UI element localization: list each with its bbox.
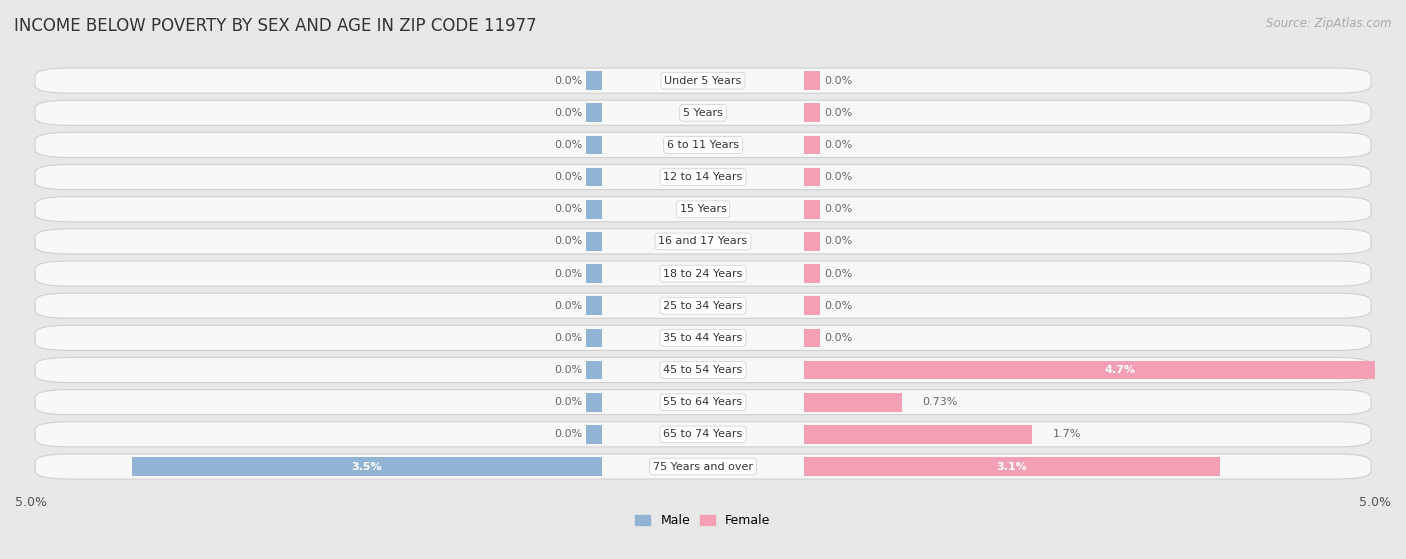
Text: 12 to 14 Years: 12 to 14 Years [664, 172, 742, 182]
FancyBboxPatch shape [35, 164, 1371, 190]
Text: 0.0%: 0.0% [554, 365, 582, 375]
FancyBboxPatch shape [35, 197, 1371, 222]
Text: 0.0%: 0.0% [554, 397, 582, 407]
FancyBboxPatch shape [35, 293, 1371, 318]
Text: 0.0%: 0.0% [824, 301, 852, 311]
Bar [586, 361, 602, 380]
Text: 0.0%: 0.0% [554, 429, 582, 439]
Text: Under 5 Years: Under 5 Years [665, 75, 741, 86]
Text: 0.0%: 0.0% [554, 236, 582, 247]
Bar [586, 72, 602, 90]
Text: 0.0%: 0.0% [554, 301, 582, 311]
Text: 4.7%: 4.7% [1104, 365, 1135, 375]
Bar [804, 361, 1406, 380]
Text: 25 to 34 Years: 25 to 34 Years [664, 301, 742, 311]
Bar [804, 232, 820, 251]
Text: 75 Years and over: 75 Years and over [652, 462, 754, 471]
Bar [804, 103, 820, 122]
Bar [804, 425, 1032, 444]
Text: INCOME BELOW POVERTY BY SEX AND AGE IN ZIP CODE 11977: INCOME BELOW POVERTY BY SEX AND AGE IN Z… [14, 17, 537, 35]
Text: 0.0%: 0.0% [554, 172, 582, 182]
Text: 0.0%: 0.0% [824, 140, 852, 150]
Text: 0.0%: 0.0% [554, 108, 582, 118]
Bar [586, 232, 602, 251]
Bar [804, 296, 820, 315]
Bar [804, 72, 820, 90]
FancyBboxPatch shape [35, 422, 1371, 447]
Bar [804, 329, 820, 347]
Text: 0.0%: 0.0% [554, 140, 582, 150]
Bar [586, 296, 602, 315]
Text: 55 to 64 Years: 55 to 64 Years [664, 397, 742, 407]
FancyBboxPatch shape [35, 261, 1371, 286]
Bar [804, 168, 820, 186]
Text: 6 to 11 Years: 6 to 11 Years [666, 140, 740, 150]
Text: 0.0%: 0.0% [554, 75, 582, 86]
Legend: Male, Female: Male, Female [630, 509, 776, 533]
Text: 5 Years: 5 Years [683, 108, 723, 118]
Bar [586, 136, 602, 154]
Text: 1.7%: 1.7% [1053, 429, 1081, 439]
Text: 3.1%: 3.1% [997, 462, 1028, 471]
FancyBboxPatch shape [35, 68, 1371, 93]
FancyBboxPatch shape [35, 100, 1371, 125]
Text: 18 to 24 Years: 18 to 24 Years [664, 268, 742, 278]
Bar [586, 393, 602, 411]
Text: 65 to 74 Years: 65 to 74 Years [664, 429, 742, 439]
FancyBboxPatch shape [35, 358, 1371, 382]
Text: 16 and 17 Years: 16 and 17 Years [658, 236, 748, 247]
Text: 0.0%: 0.0% [824, 75, 852, 86]
Bar [586, 168, 602, 186]
Text: 0.0%: 0.0% [554, 333, 582, 343]
Text: 0.0%: 0.0% [824, 236, 852, 247]
Text: Source: ZipAtlas.com: Source: ZipAtlas.com [1267, 17, 1392, 30]
Bar [132, 457, 602, 476]
Bar [804, 200, 820, 219]
Text: 0.0%: 0.0% [824, 172, 852, 182]
Text: 0.0%: 0.0% [554, 268, 582, 278]
Bar [586, 425, 602, 444]
Text: 35 to 44 Years: 35 to 44 Years [664, 333, 742, 343]
Text: 0.0%: 0.0% [824, 268, 852, 278]
FancyBboxPatch shape [35, 390, 1371, 415]
Bar [804, 264, 820, 283]
FancyBboxPatch shape [35, 229, 1371, 254]
Bar [586, 200, 602, 219]
Text: 0.0%: 0.0% [824, 333, 852, 343]
Bar [804, 457, 1220, 476]
FancyBboxPatch shape [35, 454, 1371, 479]
Text: 3.5%: 3.5% [352, 462, 382, 471]
FancyBboxPatch shape [35, 325, 1371, 350]
Bar [804, 393, 901, 411]
Text: 0.0%: 0.0% [824, 204, 852, 214]
Bar [586, 329, 602, 347]
FancyBboxPatch shape [35, 132, 1371, 158]
Text: 45 to 54 Years: 45 to 54 Years [664, 365, 742, 375]
Text: 15 Years: 15 Years [679, 204, 727, 214]
Text: 0.0%: 0.0% [554, 204, 582, 214]
Bar [804, 136, 820, 154]
Bar [586, 103, 602, 122]
Text: 0.0%: 0.0% [824, 108, 852, 118]
Text: 0.73%: 0.73% [922, 397, 957, 407]
Bar [586, 264, 602, 283]
